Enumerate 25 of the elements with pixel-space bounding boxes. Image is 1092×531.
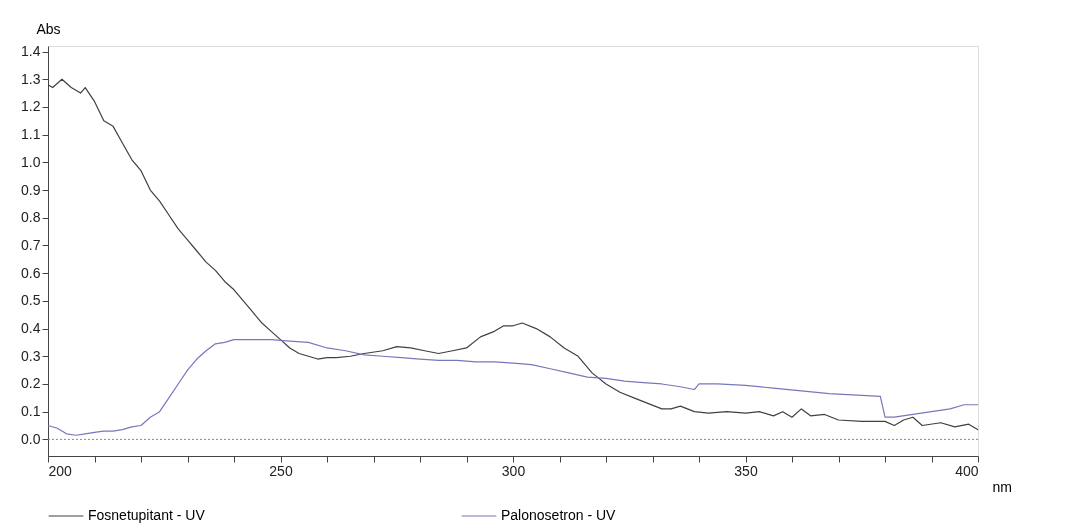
y-tick-label: 0.2 xyxy=(21,375,41,392)
y-tick-label: 0.3 xyxy=(21,347,41,364)
y-tick-label: 1.2 xyxy=(21,98,41,115)
y-tick-label: 0.4 xyxy=(21,320,41,337)
y-tick-label: 1.3 xyxy=(21,70,41,87)
y-tick-label: 0.0 xyxy=(21,430,41,447)
legend-label: Fosnetupitant - UV xyxy=(88,507,206,523)
y-tick-label: 0.7 xyxy=(21,236,41,253)
y-tick-label: 0.6 xyxy=(21,264,41,281)
legend-label: Palonosetron - UV xyxy=(501,507,617,523)
x-tick-label: 300 xyxy=(501,462,526,479)
x-tick-label: 350 xyxy=(734,462,758,479)
y-tick-label: 1.4 xyxy=(21,43,41,60)
y-tick-label: 0.1 xyxy=(21,403,41,420)
x-tick-label: 250 xyxy=(269,462,293,479)
line-series xyxy=(47,339,979,436)
y-tick-label: 0.5 xyxy=(21,292,41,309)
y-tick-label: 0.9 xyxy=(21,181,41,198)
x-tick-label: 200 xyxy=(48,462,73,479)
y-tick-label: 0.8 xyxy=(21,209,41,226)
x-axis-title: nm xyxy=(992,478,1012,495)
x-tick-label: 400 xyxy=(955,462,979,479)
y-axis-title: Abs xyxy=(36,20,61,37)
y-tick-label: 1.1 xyxy=(21,126,41,143)
y-tick-label: 1.0 xyxy=(21,153,41,170)
